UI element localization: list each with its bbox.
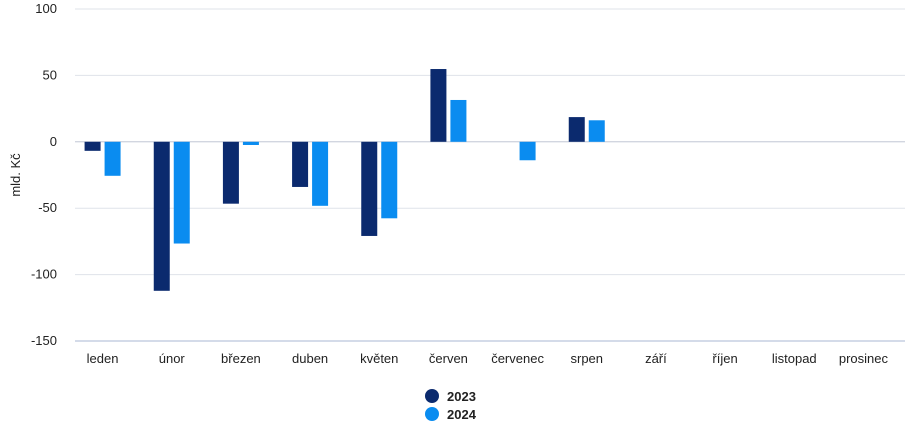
bar-2024-březen (242, 141, 259, 145)
bar-2023-květen (361, 141, 378, 236)
y-tick-label: 50 (43, 67, 57, 82)
bar-2024-srpen (588, 120, 605, 142)
legend-marker-2024 (425, 407, 439, 421)
x-tick-label: leden (87, 351, 119, 366)
bar-2023-duben (292, 141, 309, 187)
y-tick-label: -50 (38, 200, 57, 215)
y-tick-label: 0 (50, 134, 57, 149)
bar-2024-únor (173, 141, 190, 244)
x-tick-label: září (645, 351, 667, 366)
bar-2024-červen (450, 99, 467, 142)
legend: 2023 2024 (425, 389, 477, 422)
bar-2023-únor (153, 141, 170, 291)
x-tick-label: říjen (712, 351, 737, 366)
x-tick-label: červenec (491, 351, 544, 366)
x-tick-label: prosinec (839, 351, 889, 366)
legend-marker-2023 (425, 389, 439, 403)
x-tick-label: březen (221, 351, 261, 366)
x-tick-label: listopad (772, 351, 817, 366)
y-axis-label: mld. Kč (8, 153, 23, 197)
legend-label-2023: 2023 (447, 389, 476, 404)
bars (84, 69, 605, 291)
y-tick-label: -150 (31, 333, 57, 348)
bar-2024-leden (104, 141, 121, 176)
bar-2023-srpen (568, 117, 585, 142)
x-tick-label: srpen (570, 351, 603, 366)
x-tick-label: květen (360, 351, 398, 366)
bar-2024-květen (381, 141, 398, 219)
x-tick-label: únor (159, 351, 186, 366)
bar-2023-březen (222, 141, 239, 204)
bar-2023-leden (84, 141, 101, 151)
y-tick-label: 100 (35, 1, 57, 16)
x-tick-label: duben (292, 351, 328, 366)
bar-2024-duben (312, 141, 329, 206)
grid-lines (75, 8, 905, 342)
bar-2023-červen (430, 69, 447, 142)
legend-label-2024: 2024 (447, 407, 477, 422)
x-tick-labels: leden únor březen duben květen červen červenec… (87, 351, 889, 366)
bar-2024-červenec (519, 141, 536, 161)
y-tick-labels: 100 50 0 -50 -100 -150 (31, 1, 57, 348)
y-tick-label: -100 (31, 267, 57, 282)
x-tick-label: červen (429, 351, 468, 366)
